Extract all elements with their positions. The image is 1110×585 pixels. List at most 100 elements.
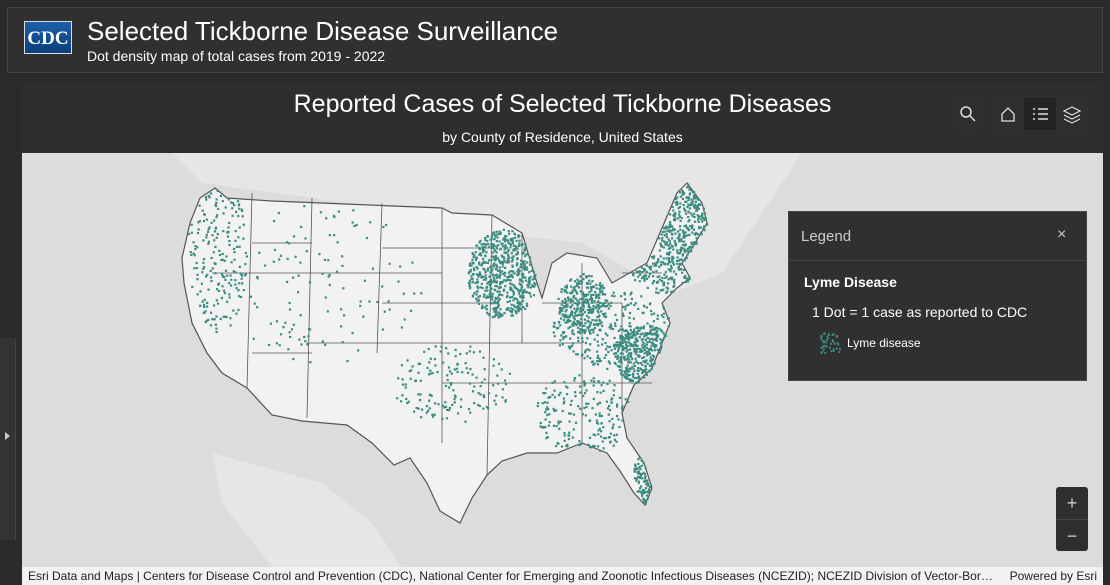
side-panel-toggle[interactable]: [0, 338, 16, 540]
case-dot: [567, 297, 570, 300]
case-dot: [589, 309, 593, 312]
case-dot: [659, 342, 662, 345]
case-dot: [531, 285, 534, 288]
case-dot: [235, 287, 238, 290]
case-dot: [564, 310, 567, 313]
case-dot: [509, 286, 512, 289]
case-dot: [645, 483, 648, 486]
case-dot: [477, 302, 481, 305]
case-dot: [498, 312, 501, 315]
case-dot: [684, 209, 687, 212]
case-dot: [687, 227, 690, 230]
case-dot: [678, 234, 681, 237]
case-dot: [585, 293, 588, 296]
case-dot: [572, 333, 575, 336]
case-dot: [522, 252, 525, 255]
case-dot: [627, 357, 630, 360]
case-dot: [634, 279, 637, 282]
case-dot: [637, 271, 640, 274]
case-dot: [485, 286, 488, 289]
case-dot: [700, 233, 703, 236]
case-dot: [659, 338, 662, 341]
case-dot: [561, 410, 564, 413]
case-dot: [639, 472, 642, 475]
case-dot: [682, 191, 685, 194]
case-dot: [631, 358, 634, 361]
case-dot: [489, 286, 492, 289]
case-dot: [658, 327, 661, 330]
case-dot: [522, 262, 525, 265]
close-button[interactable]: ×: [1057, 226, 1067, 243]
case-dot: [332, 214, 335, 217]
case-dot: [697, 216, 700, 219]
case-dot: [230, 261, 233, 264]
layers-button[interactable]: [1056, 98, 1088, 130]
case-dot: [215, 214, 219, 217]
case-dot: [245, 255, 248, 258]
case-dot: [508, 256, 511, 259]
case-dot: [558, 427, 561, 430]
case-dot: [634, 334, 637, 337]
case-dot: [638, 270, 641, 273]
case-dot: [206, 301, 209, 304]
zoom-out[interactable]: −: [1056, 519, 1088, 551]
case-dot: [621, 312, 624, 315]
case-dot: [601, 440, 604, 443]
case-dot: [531, 278, 534, 281]
case-dot: [282, 326, 285, 329]
case-dot: [220, 296, 223, 300]
case-dot: [626, 370, 629, 373]
case-dot: [576, 307, 579, 310]
case-dot: [686, 247, 689, 250]
case-dot: [478, 404, 481, 408]
case-dot: [590, 311, 593, 314]
case-dot: [634, 352, 637, 355]
case-dot: [694, 195, 697, 198]
case-dot: [444, 401, 447, 404]
case-dot: [632, 317, 635, 320]
case-dot: [592, 307, 595, 310]
case-dot: [507, 248, 510, 252]
case-dot: [196, 273, 199, 276]
case-dot: [482, 407, 485, 410]
case-dot: [663, 273, 666, 276]
case-dot: [327, 275, 330, 278]
home-button[interactable]: [992, 98, 1024, 130]
case-dot: [662, 312, 665, 315]
case-dot: [644, 499, 647, 502]
case-dot: [213, 219, 216, 222]
case-dot: [660, 264, 663, 267]
case-dot: [648, 348, 651, 351]
case-dot: [433, 402, 437, 405]
case-dot: [688, 275, 691, 278]
swatch-dot: [826, 335, 829, 338]
case-dot: [676, 196, 679, 199]
swatch-dot: [827, 337, 830, 340]
case-dot: [504, 279, 507, 282]
case-dot: [584, 349, 587, 352]
case-dot: [601, 338, 604, 341]
case-dot: [626, 364, 629, 367]
case-dot: [685, 200, 688, 203]
search-button[interactable]: [952, 98, 984, 130]
case-dot: [582, 297, 585, 300]
zoom-in[interactable]: +: [1066, 493, 1078, 513]
case-dot: [214, 262, 217, 266]
case-dot: [376, 300, 379, 304]
case-dot: [589, 311, 592, 314]
case-dot: [202, 219, 206, 223]
case-dot: [666, 230, 669, 233]
case-dot: [667, 226, 670, 229]
case-dot: [604, 299, 607, 302]
case-dot: [515, 253, 518, 256]
case-dot: [532, 275, 536, 278]
case-dot: [612, 328, 615, 331]
case-dot: [627, 352, 630, 355]
case-dot: [352, 209, 355, 212]
case-dot: [518, 282, 521, 285]
case-dot: [571, 332, 574, 335]
case-dot: [258, 251, 261, 254]
case-dot: [217, 207, 220, 210]
case-dot: [420, 416, 423, 419]
case-dot: [655, 334, 658, 337]
